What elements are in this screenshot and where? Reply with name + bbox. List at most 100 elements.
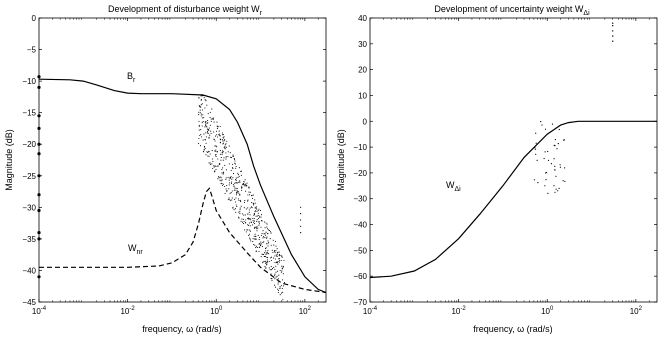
data-dot — [216, 128, 218, 130]
data-dot — [223, 146, 225, 149]
data-dot — [264, 248, 267, 250]
data-dot — [259, 210, 262, 212]
data-dot — [253, 204, 255, 206]
data-dot — [253, 217, 255, 220]
data-dot — [229, 192, 231, 194]
data-dot — [272, 257, 275, 259]
data-dot — [257, 217, 260, 219]
data-dot — [37, 231, 41, 235]
data-dot — [265, 231, 267, 233]
data-dot — [225, 146, 227, 148]
data-dot — [247, 213, 249, 215]
data-dot — [222, 140, 224, 142]
data-dot — [222, 167, 224, 169]
data-dot — [553, 185, 555, 187]
data-dot — [262, 241, 264, 243]
data-dot — [254, 239, 256, 241]
data-dot — [219, 179, 221, 181]
data-dot — [233, 189, 235, 191]
data-dot — [278, 254, 281, 256]
data-dot — [252, 224, 254, 226]
data-dot — [218, 130, 220, 132]
data-dot — [224, 145, 226, 147]
data-dot — [227, 198, 229, 200]
right-scatter — [533, 22, 614, 194]
data-dot — [270, 266, 272, 268]
data-dot — [553, 158, 555, 160]
data-dot — [234, 208, 236, 210]
data-dot — [234, 160, 236, 162]
data-dot — [203, 149, 205, 151]
data-dot — [261, 246, 263, 248]
data-dot — [211, 163, 213, 165]
data-dot — [225, 177, 227, 179]
data-dot — [238, 192, 240, 194]
data-dot — [247, 224, 249, 226]
data-dot — [271, 249, 273, 251]
data-dot — [267, 261, 269, 263]
data-dot — [223, 136, 225, 138]
data-dot — [248, 218, 250, 220]
data-dot — [198, 124, 200, 126]
data-dot — [234, 163, 237, 165]
data-dot — [271, 268, 274, 270]
data-dot — [207, 133, 209, 135]
data-dot — [252, 194, 254, 196]
data-dot — [276, 261, 279, 263]
data-dot — [200, 133, 202, 135]
data-dot — [251, 207, 253, 209]
data-dot — [262, 253, 264, 256]
data-dot — [205, 124, 207, 126]
right-plot: Development of uncertainty weight WΔi 40… — [336, 4, 658, 334]
data-dot — [243, 220, 245, 223]
data-dot — [300, 219, 302, 221]
data-dot — [202, 114, 204, 116]
data-dot — [261, 232, 263, 234]
data-dot — [259, 246, 261, 248]
data-dot — [266, 259, 269, 261]
data-dot — [204, 138, 206, 140]
data-dot — [228, 188, 230, 190]
left-ylabel: Magnitude (dB) — [4, 129, 14, 191]
data-dot — [200, 99, 202, 101]
y-tick-label: −70 — [353, 298, 367, 307]
data-dot — [213, 165, 215, 167]
data-dot — [262, 237, 264, 239]
data-dot — [253, 214, 255, 216]
data-dot — [235, 179, 237, 181]
data-dot — [216, 130, 218, 132]
data-dot — [546, 171, 548, 174]
data-dot — [37, 85, 41, 89]
data-dot — [207, 131, 209, 133]
data-dot — [235, 182, 237, 184]
data-dot — [282, 299, 284, 301]
data-dot — [245, 231, 247, 233]
data-dot — [275, 254, 277, 256]
right-ylabel: Magnitude (dB) — [336, 129, 346, 191]
data-dot — [243, 201, 246, 203]
data-dot — [204, 121, 206, 123]
data-dot — [266, 237, 268, 239]
data-dot — [553, 144, 555, 146]
data-dot — [216, 151, 218, 153]
y-tick-label: −45 — [22, 298, 36, 307]
data-dot — [258, 243, 260, 245]
data-dot — [231, 178, 233, 180]
data-dot — [278, 274, 280, 276]
data-dot — [205, 136, 207, 138]
data-dot — [544, 151, 546, 153]
data-dot — [205, 125, 207, 127]
data-dot — [248, 224, 250, 226]
data-dot — [235, 201, 237, 203]
data-dot — [256, 225, 258, 227]
data-dot — [277, 288, 279, 290]
data-dot — [233, 158, 235, 160]
data-dot — [254, 237, 256, 240]
data-dot — [265, 260, 267, 262]
data-dot — [274, 240, 277, 242]
left-plot: Development of disturbance weight Wr 0 −5… — [4, 4, 327, 334]
data-dot — [254, 207, 256, 209]
data-dot — [208, 136, 210, 138]
right-w-label: WΔi — [446, 180, 461, 193]
data-dot — [265, 256, 267, 258]
